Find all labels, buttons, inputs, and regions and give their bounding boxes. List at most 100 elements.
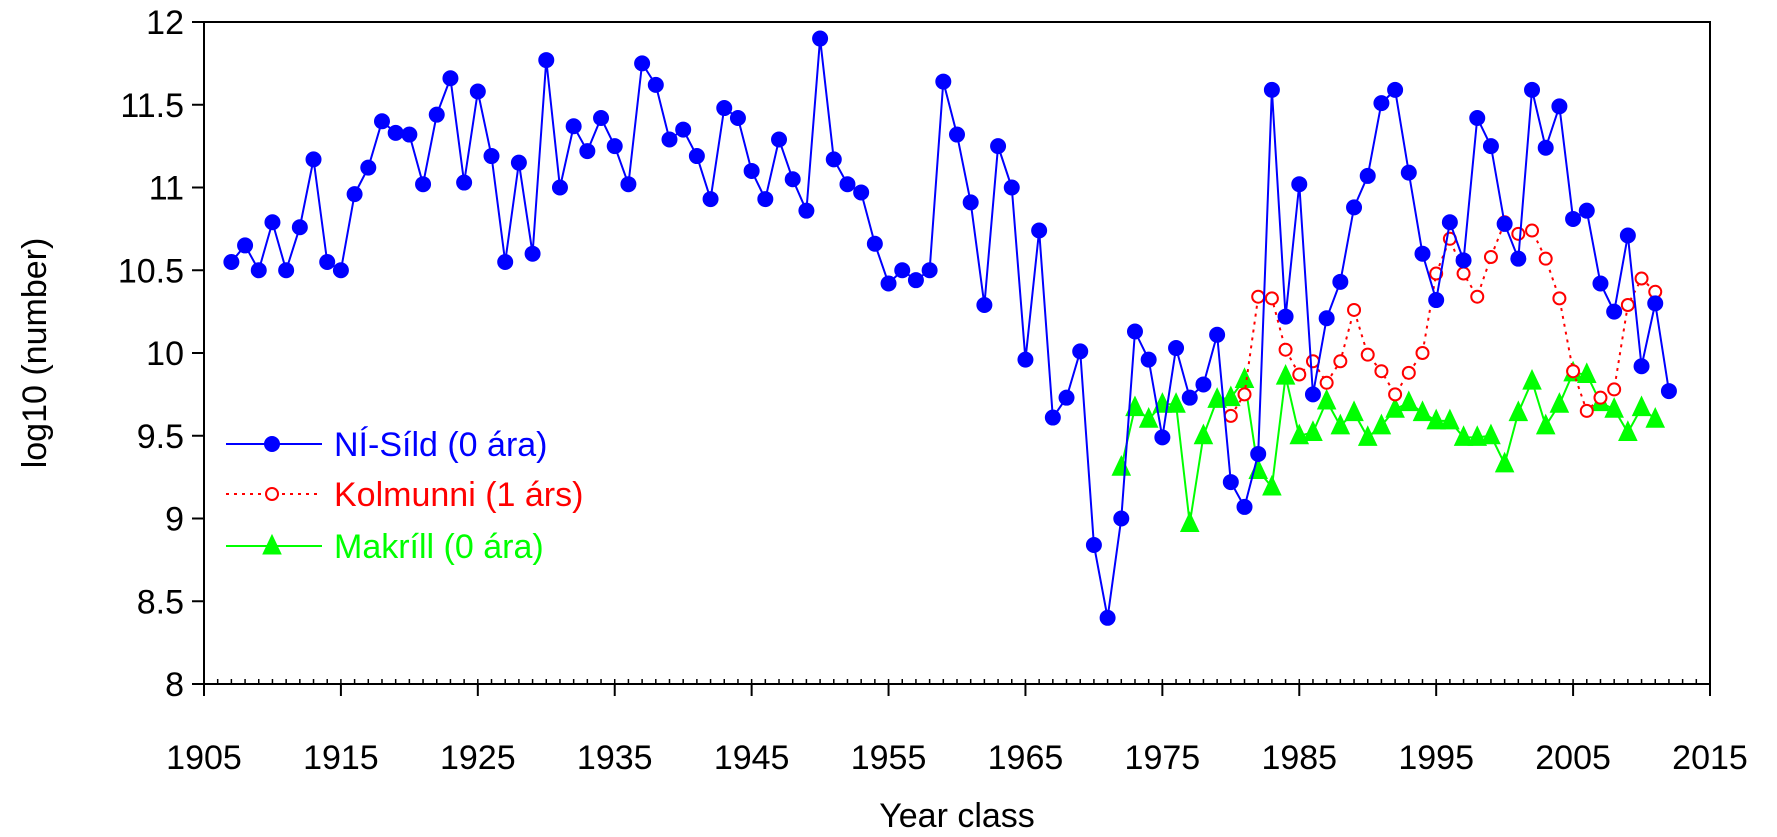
data-point [1003, 179, 1020, 196]
data-point [1576, 362, 1597, 384]
x-tick-label: 1915 [303, 739, 379, 777]
data-point [538, 52, 555, 69]
data-point [1414, 245, 1431, 262]
data-point [387, 124, 404, 141]
data-point [1399, 390, 1419, 412]
data-point [1619, 227, 1636, 244]
y-axis-ticks: 8 8.5 9 9.5 10 10.5 11 11.5 12 [118, 4, 204, 704]
y-axis-label: log10 (number) [16, 238, 54, 469]
data-point [1522, 368, 1542, 390]
data-point [1333, 354, 1348, 369]
data-point [1223, 408, 1238, 423]
data-point [1099, 609, 1116, 626]
y-tick-label: 10.5 [118, 252, 184, 290]
x-tick-label: 1925 [440, 739, 516, 777]
data-point [1319, 375, 1334, 390]
data-point [1221, 385, 1241, 407]
data-point [1592, 275, 1609, 292]
series-layer [223, 30, 1677, 626]
data-point [1277, 308, 1294, 325]
data-point [1113, 510, 1130, 527]
data-point [1181, 389, 1198, 406]
data-point [976, 297, 993, 314]
data-point [510, 154, 527, 171]
legend-label: Kolmunni (1 árs) [334, 476, 583, 514]
data-point [620, 176, 637, 193]
data-point [483, 148, 500, 165]
data-point [250, 262, 267, 279]
data-point [661, 131, 678, 148]
data-point [1347, 302, 1362, 317]
data-point [675, 121, 692, 138]
data-point [579, 143, 596, 160]
data-point [1481, 423, 1501, 445]
data-point [1415, 346, 1430, 360]
data-point [688, 148, 705, 165]
data-point [1524, 81, 1541, 98]
data-point [1510, 250, 1527, 267]
data-point [1303, 420, 1323, 441]
data-point [1154, 429, 1171, 446]
data-point [1263, 81, 1280, 98]
data-point [798, 202, 815, 219]
data-point [894, 262, 911, 279]
data-point [935, 73, 952, 90]
data-point [1441, 214, 1458, 231]
data-point [647, 76, 664, 93]
data-point [839, 176, 856, 193]
data-point [1470, 289, 1485, 304]
legend: NÍ-Síld (0 ára) Kolmunni (1 árs) Makríll (… [226, 426, 583, 566]
data-point [1453, 425, 1474, 446]
data-point [1275, 364, 1296, 385]
data-point [524, 245, 541, 262]
data-point [1482, 138, 1499, 155]
data-point [1429, 266, 1444, 281]
series-2 [1111, 360, 1666, 532]
data-point [1330, 413, 1351, 435]
data-point [1374, 364, 1389, 379]
data-point [990, 138, 1007, 155]
data-point [1634, 271, 1649, 286]
data-point [1251, 289, 1266, 304]
y-tick-label: 8 [165, 666, 184, 704]
data-point [401, 126, 418, 143]
data-point [949, 126, 965, 143]
data-point [360, 159, 377, 176]
data-point [1193, 423, 1214, 445]
data-point [1168, 340, 1185, 357]
data-point [442, 70, 459, 87]
data-point [1373, 95, 1390, 112]
y-tick-label: 10 [146, 335, 184, 373]
y-tick-label: 9.5 [137, 418, 184, 456]
series-0 [223, 30, 1677, 626]
data-point [1647, 295, 1664, 312]
data-point [1262, 474, 1282, 496]
data-point [1537, 139, 1554, 156]
data-point [1412, 400, 1433, 422]
data-point [606, 138, 623, 155]
data-point [1044, 409, 1061, 426]
data-point [1511, 226, 1526, 241]
data-point [1426, 408, 1446, 430]
data-point [278, 262, 295, 279]
data-point [1278, 342, 1293, 357]
data-point [1456, 266, 1471, 281]
data-point [702, 191, 719, 208]
x-tick-label: 1935 [577, 739, 653, 777]
data-point [1631, 395, 1652, 417]
data-point [1264, 291, 1279, 306]
data-point [1371, 413, 1392, 435]
data-point [1401, 365, 1416, 380]
data-point [771, 131, 788, 148]
data-point [1291, 176, 1308, 193]
data-point [1237, 387, 1252, 402]
data-point [1111, 455, 1132, 476]
data-point [469, 83, 486, 100]
data-point [305, 151, 322, 168]
y-tick-label: 8.5 [137, 583, 184, 621]
data-point [1195, 376, 1212, 393]
data-point [346, 186, 363, 203]
data-point [1344, 400, 1364, 422]
data-point [1565, 210, 1582, 227]
data-point [784, 171, 801, 188]
